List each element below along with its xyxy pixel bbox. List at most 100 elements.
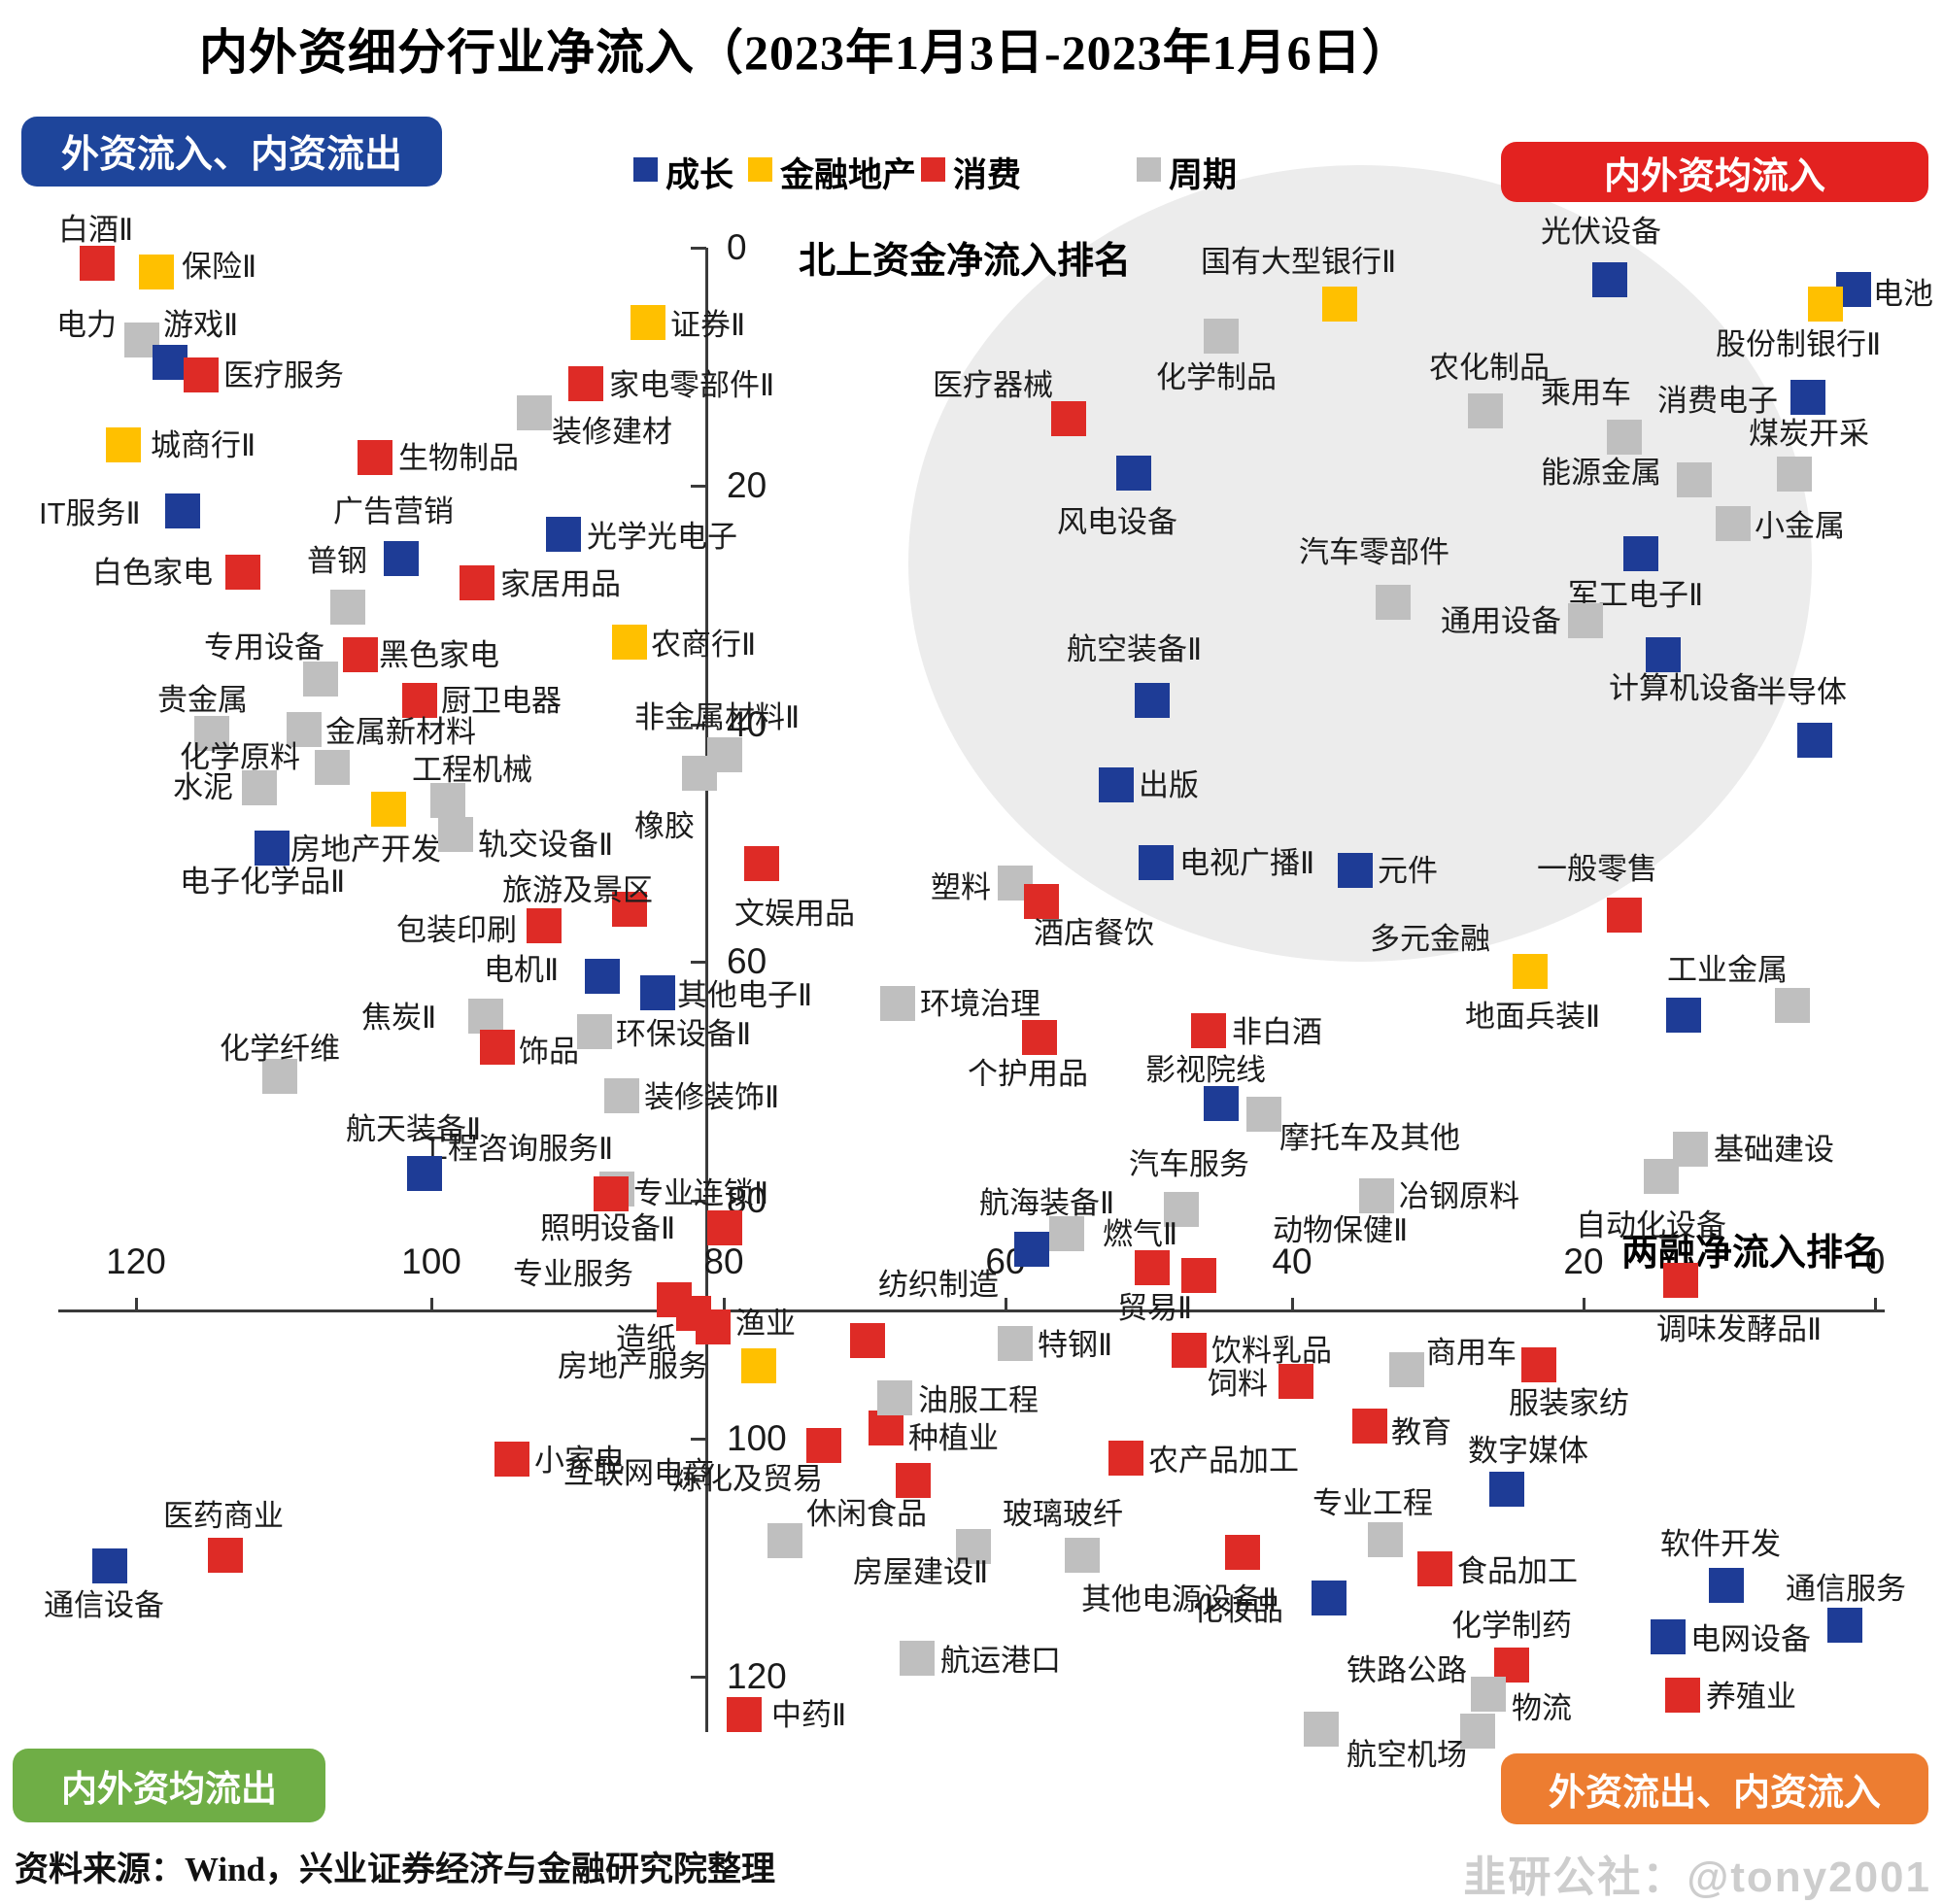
legend-label: 周期: [1169, 156, 1238, 194]
x-tick-mark: [135, 1298, 138, 1311]
scatter-point: [480, 1030, 515, 1065]
highlight-ellipse: [908, 165, 1812, 962]
scatter-point: [1022, 1020, 1057, 1055]
scatter-point: [1204, 1086, 1239, 1121]
scatter-point: [208, 1538, 243, 1573]
scatter-point: [1651, 1619, 1686, 1654]
scatter-point-label: 计算机设备: [1609, 671, 1759, 705]
scatter-point-label: 影视院线: [1145, 1053, 1266, 1087]
y-tick-mark: [691, 1200, 706, 1203]
scatter-point: [1359, 1178, 1394, 1213]
scatter-point-label: 工业金属: [1667, 953, 1788, 987]
scatter-point: [594, 1176, 629, 1211]
scatter-point-label: 水泥: [173, 770, 233, 804]
scatter-point-label: 调味发酵品Ⅱ: [1656, 1312, 1823, 1346]
scatter-point-label: 其他电源设备Ⅱ: [1081, 1582, 1278, 1616]
scatter-point-label: 物流: [1512, 1691, 1572, 1725]
scatter-point: [1775, 988, 1810, 1023]
scatter-point-label: 软件开发: [1660, 1527, 1781, 1561]
scatter-point-label: 其他电子Ⅱ: [677, 978, 813, 1012]
chart-title: 内外资细分行业净流入（2023年1月3日-2023年1月6日）: [199, 25, 1412, 80]
scatter-point-label: 工程机械: [412, 753, 532, 787]
scatter-point-label: 航天装备Ⅱ: [346, 1112, 482, 1146]
scatter-point: [1592, 262, 1627, 297]
scatter-point-label: 房地产服务: [558, 1349, 708, 1383]
scatter-point: [139, 255, 174, 289]
scatter-point-label: 城商行Ⅱ: [151, 428, 256, 462]
scatter-point: [1644, 1159, 1679, 1194]
scatter-point: [604, 1078, 639, 1113]
scatter-point-label: 非白酒: [1232, 1015, 1322, 1049]
scatter-point: [1225, 1535, 1260, 1570]
scatter-point: [744, 846, 779, 881]
y-tick-mark: [691, 961, 706, 964]
scatter-point-label: 小金属: [1755, 509, 1845, 543]
scatter-point-label: 电子化学品Ⅱ: [180, 865, 346, 899]
scatter-point-label: 包装印刷: [396, 913, 517, 947]
scatter-point-label: 化学纤维: [220, 1032, 340, 1066]
scatter-point-label: 厨卫电器: [441, 684, 562, 718]
scatter-point: [1521, 1347, 1556, 1382]
scatter-point-label: 元件: [1378, 854, 1438, 888]
scatter-point: [1014, 1232, 1049, 1267]
scatter-point-label: 小家电: [534, 1444, 625, 1478]
scatter-point-label: 专用设备: [204, 630, 324, 664]
y-tick-label: 20: [727, 465, 767, 505]
scatter-point: [1099, 767, 1134, 802]
scatter-point: [153, 345, 187, 380]
scatter-point: [998, 1326, 1033, 1361]
scatter-point: [1607, 420, 1642, 455]
scatter-point: [850, 1323, 885, 1358]
scatter-point: [1172, 1333, 1207, 1368]
scatter-point: [877, 1380, 912, 1415]
scatter-point-label: 航运港口: [940, 1644, 1061, 1678]
scatter-point-label: 化妆品: [1193, 1593, 1283, 1627]
scatter-point: [1368, 1522, 1403, 1557]
scatter-point-label: 通用设备: [1441, 604, 1561, 638]
scatter-point-label: 饮料乳品: [1211, 1334, 1332, 1368]
scatter-point: [1646, 637, 1681, 672]
legend-swatch-icon: [748, 157, 772, 182]
scatter-point: [1164, 1192, 1199, 1227]
scatter-point-label: 多元金融: [1370, 922, 1490, 956]
scatter-point-label: 铁路公路: [1346, 1653, 1467, 1687]
scatter-point: [806, 1428, 841, 1463]
legend-label: 消费: [953, 156, 1022, 194]
scatter-point-label: 白酒Ⅱ: [58, 213, 134, 247]
scatter-point-label: 化学制药: [1451, 1609, 1572, 1643]
scatter-point: [1322, 287, 1357, 322]
scatter-point: [546, 517, 581, 552]
scatter-point-label: 电视广播Ⅱ: [1179, 846, 1315, 880]
scatter-point: [1709, 1568, 1744, 1603]
scatter-point-label: 医疗服务: [223, 358, 344, 392]
scatter-point: [225, 555, 260, 590]
legend-label: 金融地产: [780, 156, 917, 194]
scatter-point: [330, 590, 365, 625]
scatter-point-label: 特钢Ⅱ: [1038, 1328, 1113, 1362]
scatter-point: [184, 357, 219, 392]
scatter-point-label: 股份制银行Ⅱ: [1716, 327, 1882, 361]
scatter-point: [612, 892, 647, 927]
scatter-point-label: 玻璃玻纤: [1003, 1497, 1123, 1531]
scatter-point-label: 专业连锁Ⅱ: [633, 1176, 769, 1210]
x-tick-mark: [1291, 1298, 1294, 1311]
scatter-point: [468, 999, 503, 1034]
scatter-point: [727, 1697, 762, 1732]
scatter-point: [1278, 1364, 1313, 1399]
scatter-point-label: 黑色家电: [379, 638, 499, 672]
x-tick-label: 100: [401, 1241, 461, 1281]
scatter-point: [1338, 853, 1373, 888]
scatter-point: [430, 783, 465, 818]
scatter-point: [1471, 1677, 1506, 1712]
y-tick-label: 60: [727, 941, 767, 981]
scatter-point-label: 种植业: [908, 1421, 999, 1455]
scatter-point: [92, 1548, 127, 1583]
scatter-point: [1051, 401, 1086, 436]
scatter-point: [741, 1348, 776, 1383]
scatter-point-label: 航空机场: [1346, 1738, 1467, 1772]
scatter-point-label: 工程咨询服务Ⅱ: [418, 1132, 614, 1166]
scatter-point: [1665, 1678, 1700, 1713]
scatter-point-label: 动物保健Ⅱ: [1273, 1213, 1409, 1247]
scatter-point: [315, 750, 350, 785]
scatter-point: [1663, 1263, 1698, 1298]
